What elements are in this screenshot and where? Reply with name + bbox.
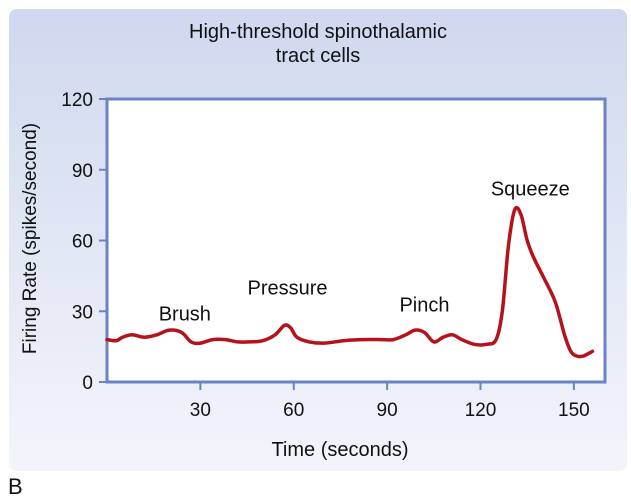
chart-title-line-1: High-threshold spinothalamic	[189, 21, 447, 43]
x-axis: 30 60 90 120 150	[190, 382, 590, 421]
annotation-brush: Brush	[159, 304, 211, 326]
y-axis: 0 30 60 90 120	[61, 90, 107, 394]
y-tick-label: 120	[61, 90, 93, 111]
stimulus-annotations: Brush Pressure Pinch Squeeze	[159, 179, 570, 326]
panel-letter: B	[8, 474, 23, 499]
y-tick-label: 0	[82, 373, 93, 394]
annotation-squeeze: Squeeze	[491, 179, 570, 201]
chart-title: High-threshold spinothalamic tract cells	[9, 20, 627, 68]
annotation-pressure: Pressure	[248, 278, 328, 300]
y-tick-label: 60	[72, 232, 93, 253]
y-axis-label: Firing Rate (spikes/second)	[20, 123, 41, 354]
x-tick-label: 60	[283, 400, 304, 421]
x-tick-label: 30	[190, 400, 211, 421]
plot-area	[105, 97, 607, 384]
annotation-pinch: Pinch	[399, 294, 449, 316]
firing-rate-series-line	[105, 205, 595, 359]
y-tick-label: 90	[72, 161, 93, 182]
x-tick-label: 150	[558, 400, 590, 421]
chart-title-line-2: tract cells	[275, 45, 361, 67]
y-tick-label: 30	[72, 302, 93, 323]
x-axis-label: Time (seconds)	[271, 439, 408, 461]
x-tick-label: 90	[377, 400, 398, 421]
x-tick-label: 120	[465, 400, 497, 421]
